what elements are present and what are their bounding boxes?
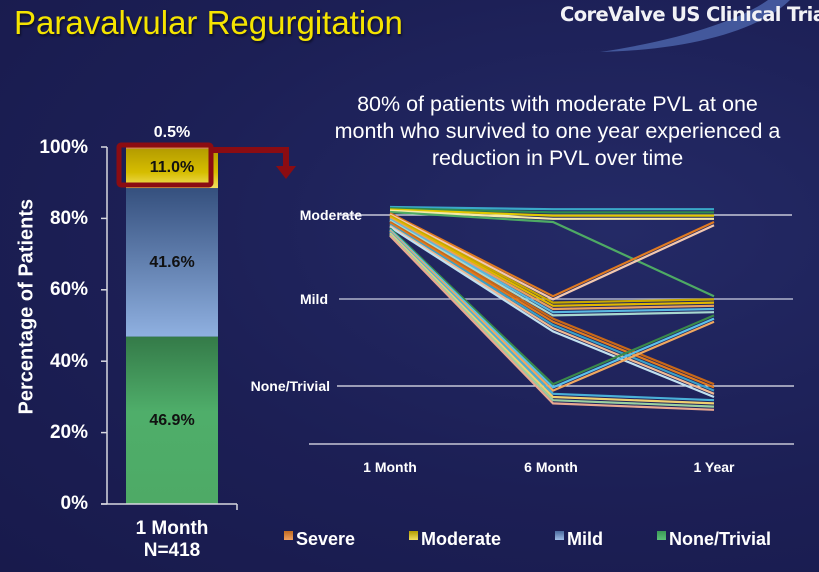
patient-line: [389, 224, 715, 395]
legend-item-severe: Severe: [284, 529, 355, 550]
legend-swatch: [409, 530, 418, 540]
legend-swatch: [657, 530, 666, 540]
legend-label: Mild: [567, 529, 603, 549]
patient-line: [389, 216, 715, 307]
patient-line: [389, 205, 714, 211]
mild-value-label: 41.6%: [149, 254, 195, 271]
subtitle: 80% of patients with moderate PVL at one…: [305, 91, 810, 172]
patient-line: [389, 214, 715, 304]
bar-segment-mild: [126, 188, 218, 337]
subtitle-line: 80% of patients with moderate PVL at one: [357, 92, 758, 116]
patient-line: [389, 213, 715, 301]
legend-swatch: [284, 530, 293, 540]
bar-segment-moderate: [126, 148, 218, 189]
none-trivial-value-label: 46.9%: [149, 412, 195, 429]
bar-segment-severe: [126, 147, 218, 149]
y-tick-label: 80%: [49, 208, 88, 229]
subtitle-line: reduction in PVL over time: [431, 146, 684, 170]
patient-line: [389, 212, 715, 298]
patient-line: [389, 210, 715, 298]
x-label-6-month: 6 Month: [524, 459, 578, 475]
patient-line: [389, 219, 715, 317]
patient-line: [389, 223, 715, 392]
subtitle-line: month who survived to one year experienc…: [334, 119, 781, 143]
category-name: 1 Month: [135, 518, 209, 539]
category-label-none-trivial: None/Trivial: [250, 378, 330, 394]
legend-label: None/Trivial: [669, 529, 772, 549]
patient-line: [389, 232, 715, 405]
legend-item-moderate: Moderate: [409, 529, 501, 550]
y-tick-label: 0%: [60, 493, 88, 514]
bar-segment-none-trivial: [126, 336, 218, 504]
category-label-mild: Mild: [300, 291, 328, 307]
severe-value-label: 0.5%: [153, 124, 191, 141]
legend-label: Moderate: [421, 529, 502, 549]
patient-line: [389, 228, 715, 389]
patient-line: [389, 234, 715, 411]
legend-item-none-trivial: None/Trivial: [657, 529, 771, 550]
patient-line: [389, 229, 715, 392]
patient-line: [389, 226, 715, 399]
x-label-1-month: 1 Month: [363, 459, 417, 475]
patient-lines: [389, 205, 715, 411]
patient-line: [389, 208, 714, 217]
y-tick-label: 20%: [49, 422, 88, 443]
y-tick-label: 100%: [39, 137, 88, 158]
patient-line: [389, 221, 715, 386]
patient-line: [389, 227, 715, 386]
moderate-value-label: 11.0%: [149, 159, 195, 176]
legend-label: Severe: [296, 529, 356, 549]
legend-item-mild: Mild: [555, 529, 603, 550]
patient-line: [389, 217, 715, 311]
slide-title: Paravalvular Regurgitation: [14, 4, 403, 41]
patient-line: [389, 218, 715, 314]
brand-name: CoreValve US Clinical Trials: [560, 3, 819, 26]
x-label-1-year: 1 Year: [693, 459, 735, 475]
patient-line: [389, 207, 714, 214]
highlight-arrow-connector: [211, 147, 289, 168]
arrow-down-icon: [276, 166, 296, 179]
highlight-box: [116, 142, 214, 188]
legend-swatch: [555, 530, 564, 540]
patient-line: [389, 233, 715, 408]
patient-line: [389, 209, 714, 220]
y-tick-label: 60%: [49, 279, 88, 300]
patient-line: [389, 222, 715, 389]
sample-size: N=418: [143, 540, 201, 561]
y-tick-label: 40%: [49, 351, 88, 372]
x-category-label: 1 Month N=418: [110, 518, 234, 562]
patient-line: [389, 231, 715, 402]
bar-segments: [126, 147, 218, 504]
category-label-moderate: Moderate: [299, 207, 362, 223]
